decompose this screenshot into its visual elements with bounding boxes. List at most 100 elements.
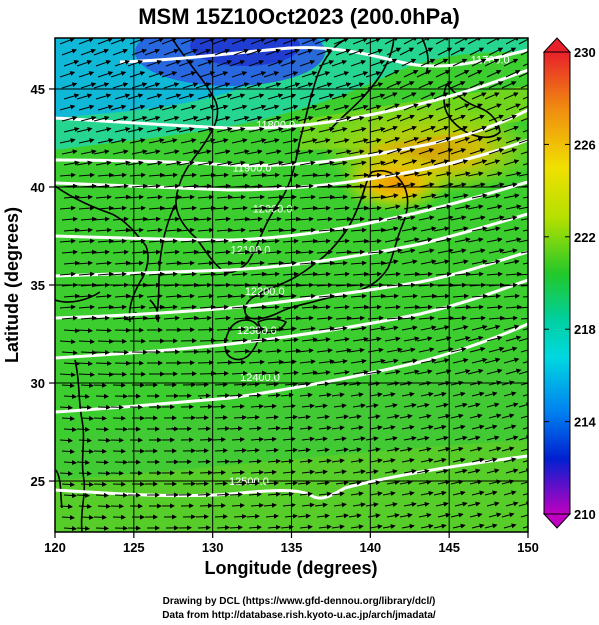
wind-vector (197, 60, 214, 67)
wind-vector (250, 238, 267, 244)
wind-vector (144, 216, 161, 222)
wind-vector (369, 227, 386, 233)
wind-vector (112, 216, 129, 222)
wind-vector (78, 205, 95, 211)
wind-vector (199, 238, 216, 244)
wind-vector (76, 227, 93, 233)
wind-vector (335, 480, 349, 486)
wind-vector (318, 359, 335, 365)
wind-vector (335, 381, 349, 387)
wind-vector (454, 336, 471, 342)
wind-vector (522, 96, 528, 100)
wind-vector (161, 304, 178, 310)
wind-vector (165, 194, 182, 200)
wind-vector (318, 293, 335, 299)
wind-vector (486, 70, 502, 78)
wind-vector (131, 82, 148, 89)
wind-vector (282, 138, 299, 144)
wind-vector (437, 315, 454, 321)
wind-vector (316, 48, 333, 56)
wind-vector (316, 249, 333, 255)
wind-vector (299, 227, 316, 233)
wind-vector (486, 271, 503, 277)
y-tick-label-3: 40 (31, 180, 45, 195)
wind-vector (520, 380, 528, 386)
wind-vector (401, 491, 415, 496)
wind-vector (178, 160, 195, 166)
wind-vector (284, 216, 301, 222)
wind-vector (382, 58, 398, 67)
wind-vector (518, 70, 528, 78)
wind-vector (350, 260, 367, 266)
colorbar-tick-label-5: 210 (574, 507, 596, 522)
wind-vector (263, 38, 279, 45)
wind-vector (352, 205, 369, 211)
wind-vector (299, 93, 316, 100)
wind-vector (454, 369, 471, 375)
wind-vector (486, 335, 503, 342)
wind-vector (199, 205, 216, 211)
wind-vector (265, 216, 282, 222)
wind-vector (299, 524, 313, 530)
wind-vector (63, 361, 80, 367)
wind-vector (318, 194, 335, 200)
wind-vector (229, 160, 246, 166)
wind-vector (112, 282, 129, 288)
wind-vector (263, 104, 280, 111)
wind-vector (301, 370, 318, 376)
wind-vector (114, 127, 131, 133)
wind-vector (435, 369, 452, 375)
wind-vector (282, 172, 299, 178)
wind-vector (505, 335, 522, 342)
wind-vector (469, 47, 485, 56)
wind-vector (403, 436, 417, 441)
wind-vector (63, 160, 80, 166)
wind-vector (365, 104, 382, 111)
wind-vector (61, 249, 78, 255)
wind-vector (114, 93, 131, 100)
wind-vector (348, 381, 362, 387)
wind-vector (265, 282, 282, 288)
wind-vector (522, 229, 528, 232)
wind-vector (435, 336, 452, 342)
wind-vector (61, 216, 78, 222)
wind-vector (195, 82, 212, 89)
wind-vector (384, 204, 401, 210)
wind-vector (248, 491, 262, 497)
wind-vector (484, 424, 498, 430)
wind-vector (420, 424, 434, 430)
wind-vector (501, 182, 518, 188)
wind-vector (263, 337, 280, 343)
wind-vector (129, 271, 146, 277)
wind-vector (350, 458, 364, 464)
wind-vector (265, 381, 279, 387)
wind-vector (250, 403, 264, 409)
wind-vector (454, 271, 471, 277)
wind-vector (76, 328, 93, 334)
wind-vector (365, 403, 379, 409)
wind-vector (318, 326, 335, 332)
wind-vector (399, 315, 416, 321)
wind-vector (416, 369, 433, 375)
wind-vector (418, 81, 434, 89)
wind-vector (503, 457, 517, 463)
wind-vector (78, 503, 92, 509)
wind-vector (61, 149, 78, 155)
wind-vector (112, 82, 129, 89)
wind-vector (318, 127, 335, 133)
wind-vector (382, 125, 399, 133)
wind-vector (301, 304, 318, 310)
wind-vector (199, 38, 215, 45)
wind-vector (180, 71, 197, 78)
wind-vector (384, 237, 401, 243)
wind-vector (384, 336, 401, 342)
wind-vector (433, 226, 450, 232)
wind-vector (486, 468, 500, 474)
wind-vector (452, 457, 466, 463)
wind-vector (484, 259, 501, 265)
wind-vector (350, 293, 367, 299)
wind-vector (129, 172, 146, 178)
wind-vector (246, 82, 263, 89)
y-tick-label-2: 35 (31, 278, 45, 293)
